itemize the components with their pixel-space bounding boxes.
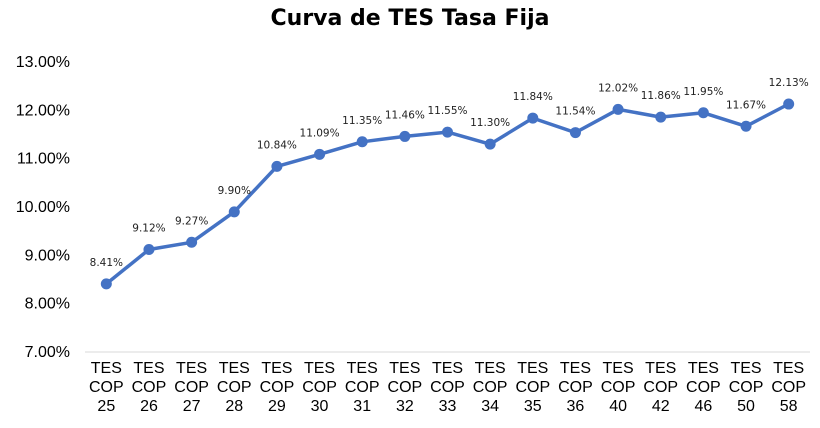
x-tick-label: TES COP 34	[473, 360, 508, 415]
data-label: 11.09%	[300, 127, 340, 139]
data-point	[186, 236, 198, 248]
data-label-layer: 8.41%9.12%9.27%9.90%10.84%11.09%11.35% 11…	[90, 77, 809, 269]
y-tick-label: 7.00%	[25, 344, 70, 361]
x-tick-label: TES COP 42	[643, 360, 678, 415]
data-point	[143, 244, 155, 256]
x-tick-label: TES COP 36	[558, 360, 593, 415]
data-point	[697, 107, 709, 119]
x-tick-label: TES COP 58	[771, 360, 806, 415]
data-label: 9.27%	[175, 215, 208, 227]
data-label: 12.02%	[598, 82, 638, 94]
x-tick-label: TES COP 35	[515, 360, 550, 415]
data-label: 11.30%	[470, 117, 510, 129]
data-label: 11.55%	[427, 105, 467, 117]
data-label: 9.90%	[218, 185, 251, 197]
data-label: 11.95%	[683, 86, 723, 98]
data-label: 11.84%	[513, 91, 553, 103]
data-point	[271, 160, 283, 172]
data-point	[442, 126, 453, 138]
data-label: 10.84%	[257, 139, 297, 151]
x-tick-label: TES COP 26	[132, 360, 167, 415]
chart-title: Curva de TES Tasa Fija	[270, 6, 550, 31]
data-point	[527, 112, 539, 124]
data-label: 11.86%	[641, 90, 681, 102]
x-tick-label: TES COP 25	[89, 360, 124, 415]
y-tick-label: 11.00%	[17, 151, 70, 168]
data-label: 11.35%	[342, 115, 382, 127]
x-tick-label: TES COP 30	[302, 360, 337, 415]
y-tick-label: 10.00%	[16, 199, 70, 216]
data-label: 11.46%	[385, 109, 425, 121]
data-point	[100, 278, 112, 290]
y-tick-label: 13.00%	[16, 54, 70, 71]
x-tick-label: TES COP 50	[729, 360, 764, 415]
data-point	[783, 98, 795, 110]
series-layer	[100, 98, 795, 290]
y-tick-label: 8.00%	[25, 296, 70, 313]
data-point	[484, 138, 496, 150]
x-tick-label: TES COP 46	[686, 360, 721, 415]
x-tick-label: TES COP 27	[174, 360, 209, 415]
data-label: 8.41%	[90, 257, 123, 269]
data-point	[655, 111, 667, 123]
data-point	[569, 127, 581, 139]
data-label: 11.67%	[726, 99, 766, 111]
x-tick-label: TES COP 32	[388, 360, 423, 415]
x-tick-label: TES COP 29	[260, 360, 295, 415]
data-point	[740, 120, 752, 132]
data-label: 9.12%	[132, 223, 165, 235]
y-tick-label: 9.00%	[25, 247, 70, 264]
data-point	[356, 136, 368, 148]
data-point	[399, 130, 411, 142]
data-point	[314, 148, 326, 160]
x-tick-label: TES COP 28	[217, 360, 252, 415]
x-tick-label: TES COP 40	[601, 360, 636, 415]
data-point	[612, 103, 624, 115]
x-tick-label: TES COP 33	[430, 360, 465, 415]
data-point	[228, 206, 240, 218]
data-label: 12.13%	[769, 77, 809, 89]
x-tick-label: TES COP 31	[345, 360, 380, 415]
y-tick-label: 12.00%	[16, 102, 70, 119]
y-axis: 7.00% 8.00% 9.00% 10.00% 11.00% 12.00% 13.00%	[16, 54, 70, 361]
data-label: 11.54%	[555, 106, 595, 118]
